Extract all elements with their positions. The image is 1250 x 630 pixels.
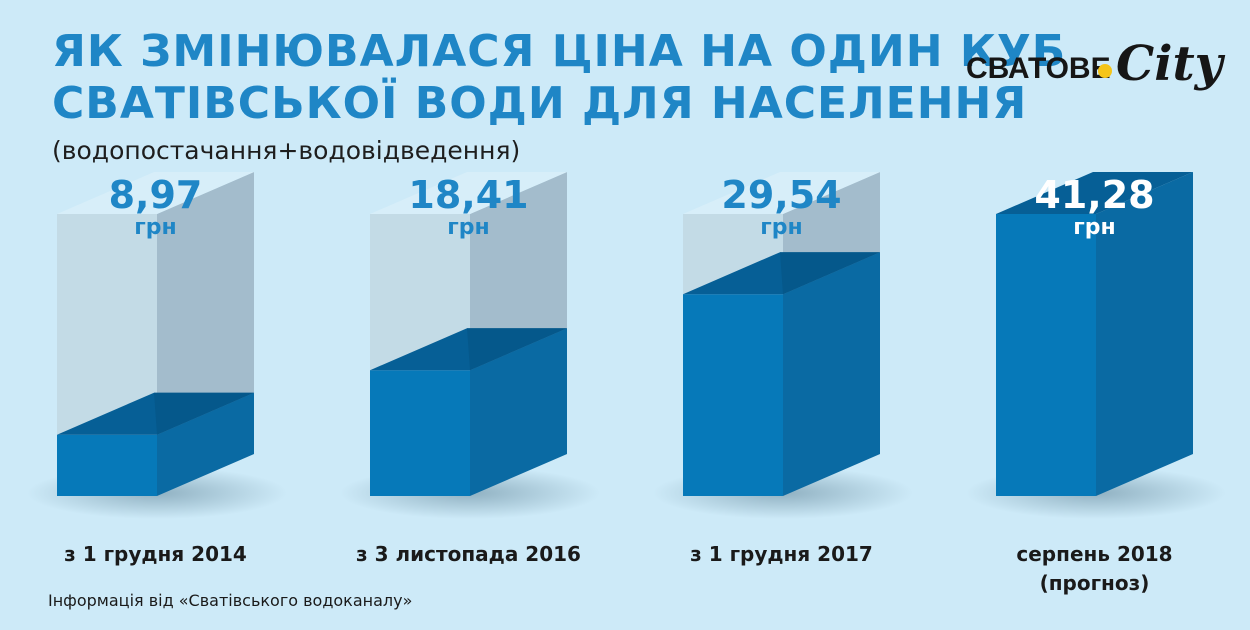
- category-label: з 1 грудня 2014: [64, 542, 247, 566]
- logo-dot-icon: [1098, 64, 1112, 78]
- bar-side: [783, 252, 880, 496]
- bar-side: [1096, 172, 1193, 496]
- value-label: 41,28: [1034, 173, 1154, 217]
- category-label: з 3 листопада 2016: [356, 542, 581, 566]
- bar-front: [996, 214, 1096, 496]
- bar-top: [996, 172, 1193, 214]
- bar-side: [157, 392, 254, 496]
- category-label: серпень 2018: [1016, 542, 1172, 566]
- bar-front: [57, 434, 157, 496]
- bar-top-shade: [467, 328, 567, 371]
- ghost-top: [57, 172, 254, 214]
- ghost-top: [370, 172, 567, 214]
- chart-title: ЯК ЗМІНЮВАЛАСЯ ЦІНА НА ОДИН КУБ СВАТІВСЬ…: [52, 26, 1066, 130]
- category-label: з 1 грудня 2017: [690, 542, 873, 566]
- bar-side: [470, 328, 567, 496]
- unit-label: грн: [447, 215, 489, 240]
- brand-logo: СВАТОВЕ City: [966, 36, 1226, 120]
- title-line-2: СВАТІВСЬКОЇ ВОДИ ДЛЯ НАСЕЛЕННЯ: [52, 78, 1028, 129]
- title-line-1: ЯК ЗМІНЮВАЛАСЯ ЦІНА НА ОДИН КУБ: [52, 26, 1067, 77]
- category-label-line2: (прогноз): [1040, 571, 1150, 595]
- chart-subtitle: (водопостачання+водовідведення): [52, 136, 521, 165]
- value-label: 18,41: [408, 173, 528, 217]
- unit-label: грн: [1073, 215, 1115, 240]
- ghost-top: [683, 172, 880, 214]
- unit-label: грн: [760, 215, 802, 240]
- bar-front: [370, 370, 470, 496]
- logo-text: СВАТОВЕ: [966, 52, 1111, 85]
- bar-top-shade: [780, 252, 880, 295]
- bar-top-shade: [154, 392, 254, 435]
- bar-front: [683, 294, 783, 496]
- value-label: 29,54: [721, 173, 841, 217]
- unit-label: грн: [134, 215, 176, 240]
- source-note: Інформація від «Сватівського водоканалу»: [48, 591, 413, 610]
- value-label: 8,97: [109, 173, 203, 217]
- logo-script: City: [1116, 36, 1223, 92]
